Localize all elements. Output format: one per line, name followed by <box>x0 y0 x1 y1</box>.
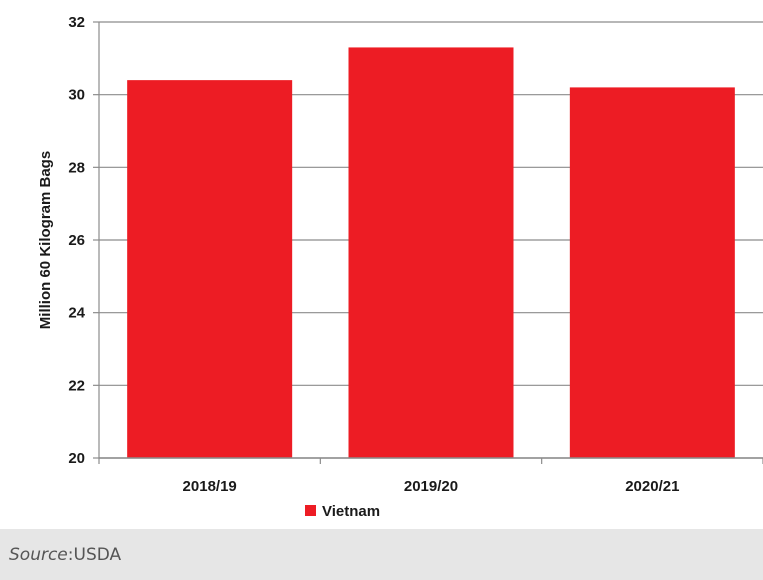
legend: Vietnam <box>305 503 380 520</box>
x-tick-label: 2020/21 <box>625 478 679 495</box>
x-tick-label: 2018/19 <box>183 478 237 495</box>
bar-chart: 20 22 24 26 28 30 32 2018/19 2019/20 2020/21 Mill… <box>37 14 763 520</box>
tick-labels: 20 22 24 26 28 30 32 2018/19 2019/20 2020/21 <box>68 14 679 495</box>
source-label: Source <box>9 544 68 565</box>
y-tick-label: 26 <box>68 232 85 249</box>
y-tick-label: 32 <box>68 14 85 31</box>
y-tick-label: 20 <box>68 450 85 467</box>
bar-2020-21 <box>569 87 735 459</box>
y-tick-label: 30 <box>68 87 85 104</box>
bars <box>127 47 735 459</box>
legend-swatch-vietnam <box>305 505 316 516</box>
source-caption: Source: USDA <box>0 529 763 580</box>
legend-label-vietnam: Vietnam <box>322 503 380 520</box>
x-tick-label: 2019/20 <box>404 478 458 495</box>
source-separator: : <box>67 544 74 565</box>
y-tick-label: 24 <box>68 305 85 322</box>
y-tick-label: 28 <box>68 159 85 176</box>
bar-2018-19 <box>127 80 293 458</box>
y-axis-title: Million 60 Kilogram Bags <box>37 151 54 329</box>
axes <box>93 21 763 464</box>
bar-2019-20 <box>348 47 514 458</box>
source-value: USDA <box>73 544 122 565</box>
y-tick-label: 22 <box>68 377 85 394</box>
